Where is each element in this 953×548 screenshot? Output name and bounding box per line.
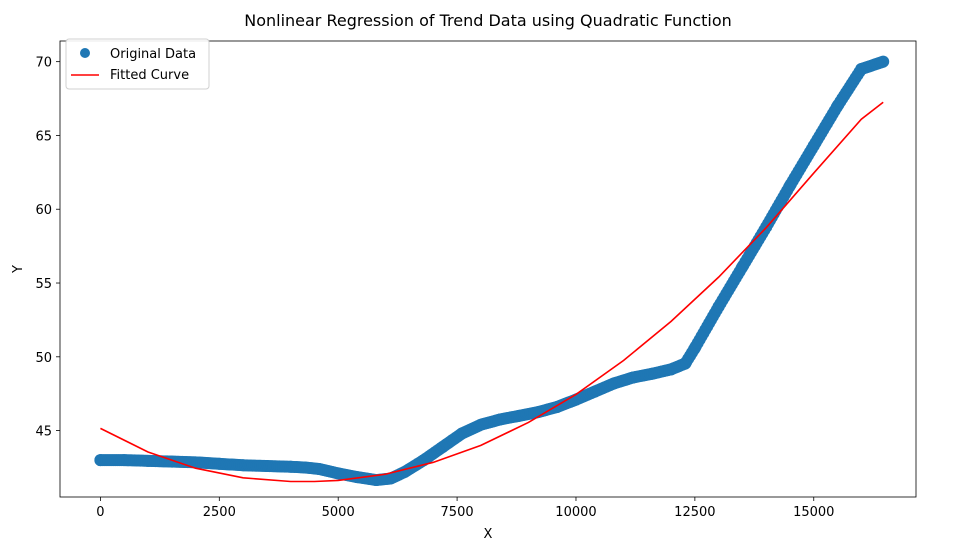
x-tick-label: 0 [96,505,104,520]
x-tick-label: 5000 [322,505,355,520]
x-axis-ticks: 0 2500 5000 7500 10000 12500 15000 [96,497,834,520]
y-tick-label: 45 [35,425,52,440]
chart-title: Nonlinear Regression of Trend Data using… [244,11,732,30]
legend-label-original-data: Original Data [110,47,196,62]
x-tick-label: 7500 [441,505,474,520]
x-tick-label: 15000 [793,505,834,520]
y-tick-label: 70 [35,56,52,71]
y-tick-label: 55 [35,277,52,292]
series-layer [94,55,890,487]
y-tick-label: 50 [35,351,52,366]
x-axis-label: X [484,527,493,542]
x-tick-label: 2500 [203,505,236,520]
legend-marker-original-data [80,48,90,58]
x-tick-label: 10000 [555,505,596,520]
y-tick-label: 60 [35,203,52,218]
y-tick-label: 65 [35,129,52,144]
legend: Original Data Fitted Curve [65,38,210,90]
data-point-fill [876,55,889,68]
y-axis-ticks: 45 50 55 60 65 70 [35,56,60,440]
y-axis-label: Y [11,265,26,274]
legend-label-fitted-curve: Fitted Curve [110,68,189,83]
x-tick-label: 12500 [674,505,715,520]
legend-box [65,38,210,90]
fitted-curve-line [100,101,884,483]
